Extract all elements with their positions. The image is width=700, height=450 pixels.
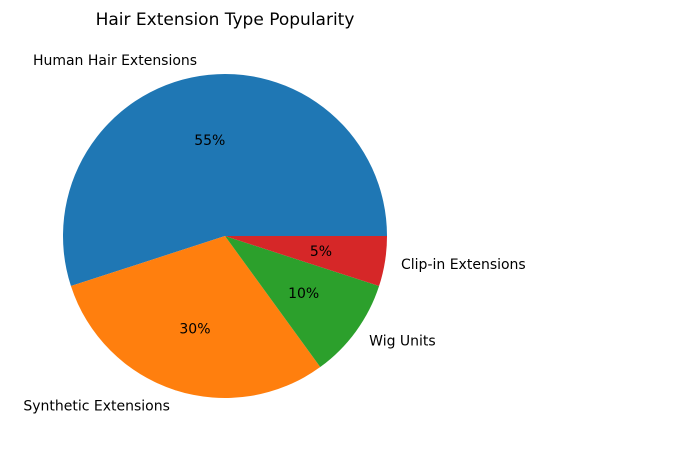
pie-slices	[62, 73, 388, 399]
pie-slice	[225, 236, 387, 287]
pie-slice	[62, 73, 388, 287]
slice-percent-label: 10%	[288, 286, 319, 302]
pie-slice	[70, 236, 321, 399]
slice-percent-label: 30%	[179, 321, 210, 337]
slice-category-label: Human Hair Extensions	[33, 53, 197, 69]
pie-slice	[225, 236, 380, 368]
slice-category-label: Wig Units	[369, 334, 436, 350]
slice-percent-label: 5%	[310, 244, 332, 260]
slice-category-label: Synthetic Extensions	[23, 398, 170, 414]
slice-category-label: Clip-in Extensions	[401, 257, 526, 273]
slice-percent-label: 55%	[194, 133, 225, 149]
chart-title: Hair Extension Type Popularity	[96, 10, 355, 30]
pie-labels: 55% Human Hair Extensions 30% Synthetic Ext…	[23, 53, 525, 414]
